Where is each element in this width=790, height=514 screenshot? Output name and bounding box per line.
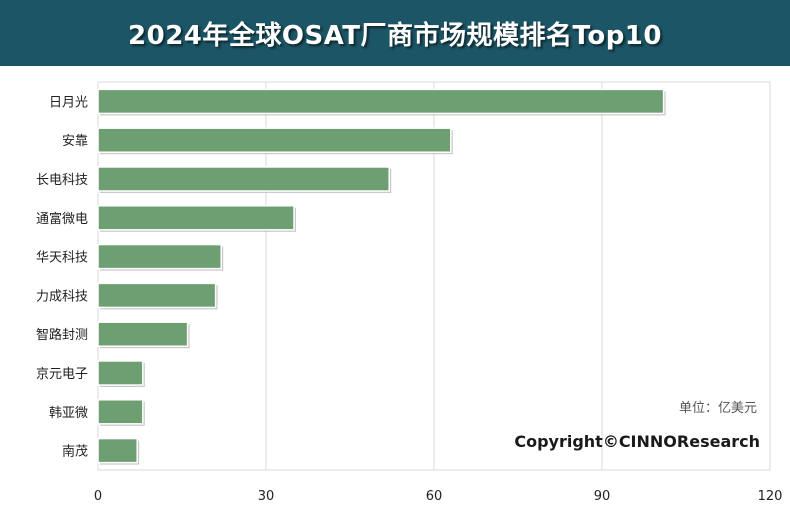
bar (97, 282, 217, 309)
category-label: 京元电子 (36, 367, 88, 382)
bar (97, 205, 295, 231)
category-label: 华天科技 (36, 251, 88, 266)
bar (97, 243, 222, 270)
bars (97, 88, 666, 465)
category-label: 韩亚微 (49, 406, 88, 421)
bar (97, 437, 138, 464)
unit-note: 单位：亿美元 (679, 401, 757, 416)
bar (97, 360, 144, 386)
x-tick-label: 120 (758, 489, 783, 504)
category-label: 通富微电 (36, 211, 88, 227)
category-label: 力成科技 (36, 289, 88, 304)
category-label: 日月光 (49, 95, 88, 110)
bar (97, 88, 665, 115)
title-bar: 2024年全球OSAT厂商市场规模排名Top10 (0, 0, 790, 66)
bar (97, 127, 452, 153)
x-tick-label: 60 (426, 489, 443, 504)
bar (97, 399, 144, 425)
bar (97, 321, 189, 347)
x-tick-label: 90 (594, 489, 611, 504)
category-label: 长电科技 (36, 173, 88, 188)
copyright-text: Copyright©CINNOResearch (514, 432, 760, 451)
category-label: 安靠 (62, 134, 88, 149)
category-label: 智路封测 (36, 327, 88, 343)
bar (97, 166, 390, 192)
x-tick-label: 30 (258, 489, 275, 504)
chart-title: 2024年全球OSAT厂商市场规模排名Top10 (128, 20, 662, 51)
x-axis-ticks: 0 30 60 90 120 (94, 489, 783, 504)
category-label: 南茂 (62, 444, 88, 460)
x-tick-label: 0 (94, 489, 102, 504)
